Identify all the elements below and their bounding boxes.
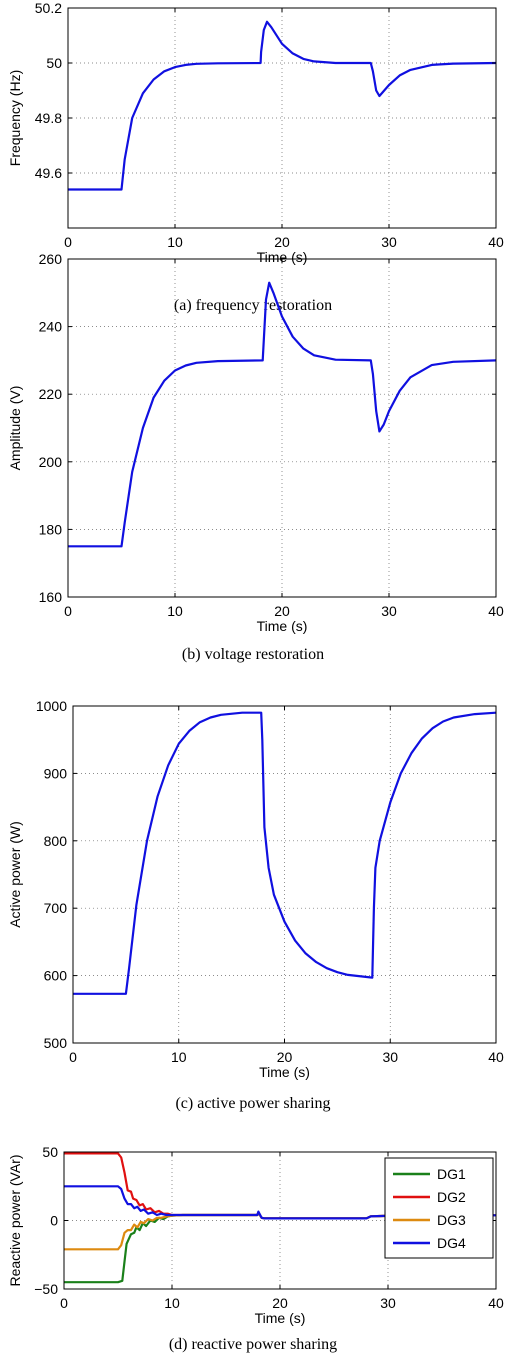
- figure-caption: (a) frequency restoration: [174, 297, 332, 314]
- x-tick-label: 20: [277, 1049, 293, 1065]
- x-tick-label: 40: [488, 603, 504, 619]
- chart-1: 0 10 20 30 40 160 180 200 220 240 260 Time (s) Ampli…: [7, 251, 504, 663]
- y-tick-label: 700: [44, 900, 68, 916]
- x-axis-label: Time (s): [257, 249, 308, 265]
- y-tick-label: 900: [44, 765, 68, 781]
- x-tick-label: 30: [381, 603, 397, 619]
- y-tick-label: 600: [44, 968, 68, 984]
- x-tick-label: 20: [274, 603, 290, 619]
- y-tick-label: 500: [44, 1035, 68, 1051]
- x-axis-label: Time (s): [259, 1064, 310, 1080]
- x-axis-label: Time (s): [257, 618, 308, 634]
- legend-label-dg2: DG2: [437, 1189, 466, 1205]
- x-tick-label: 10: [171, 1049, 187, 1065]
- y-tick-label: 800: [44, 833, 68, 849]
- y-axis-label: Reactive power (VAr): [7, 1154, 23, 1286]
- x-tick-label: 30: [380, 1295, 396, 1311]
- legend-label-dg4: DG4: [437, 1235, 466, 1251]
- y-tick-label: 50.2: [35, 0, 62, 16]
- y-tick-label: 1000: [36, 698, 67, 714]
- y-tick-label: 50: [42, 1144, 58, 1160]
- x-tick-label: 0: [64, 234, 72, 250]
- x-tick-label: 20: [272, 1295, 288, 1311]
- series-line: [68, 20, 497, 191]
- figure-caption: (d) reactive power sharing: [169, 1336, 337, 1353]
- y-tick-label: 49.8: [35, 110, 62, 126]
- figure-caption: (b) voltage restoration: [182, 646, 324, 663]
- y-axis-label: Active power (W): [7, 821, 23, 928]
- x-tick-label: 0: [69, 1049, 77, 1065]
- y-axis-label: Amplitude (V): [7, 386, 23, 471]
- y-tick-label: 220: [39, 386, 63, 402]
- chart-0: 0 10 20 30 40 49.6 49.8 50 50.2 Time (s) Frequency…: [7, 0, 504, 314]
- y-tick-label: 180: [39, 521, 63, 537]
- y-axis-label: Frequency (Hz): [7, 70, 23, 166]
- x-tick-label: 40: [488, 1295, 504, 1311]
- y-tick-label: 49.6: [35, 165, 62, 181]
- x-tick-label: 30: [381, 234, 397, 250]
- y-tick-label: 260: [39, 251, 63, 267]
- y-tick-label: 200: [39, 454, 63, 470]
- y-tick-label: 50: [46, 55, 62, 71]
- figure-caption: (c) active power sharing: [175, 1095, 330, 1112]
- series-line-dg4: [64, 1185, 497, 1220]
- series-line: [68, 281, 497, 548]
- x-tick-label: 0: [64, 603, 72, 619]
- x-tick-label: 40: [488, 1049, 504, 1065]
- y-tick-label: 160: [39, 589, 63, 605]
- y-tick-label: 0: [50, 1213, 58, 1229]
- x-tick-label: 20: [274, 234, 290, 250]
- y-tick-label: −50: [34, 1281, 58, 1297]
- series-line: [73, 711, 497, 995]
- x-tick-label: 0: [60, 1295, 68, 1311]
- x-tick-label: 40: [488, 234, 504, 250]
- x-tick-label: 30: [382, 1049, 398, 1065]
- legend-label-dg3: DG3: [437, 1212, 466, 1228]
- chart-2: 0 10 20 30 40 500 600 700 800 900 1000 Time (s) Acti…: [7, 698, 504, 1112]
- legend-label-dg1: DG1: [437, 1166, 466, 1182]
- y-tick-label: 240: [39, 319, 63, 335]
- x-axis-label: Time (s): [255, 1310, 306, 1326]
- x-tick-label: 10: [164, 1295, 180, 1311]
- x-tick-label: 10: [167, 234, 183, 250]
- x-tick-label: 10: [167, 603, 183, 619]
